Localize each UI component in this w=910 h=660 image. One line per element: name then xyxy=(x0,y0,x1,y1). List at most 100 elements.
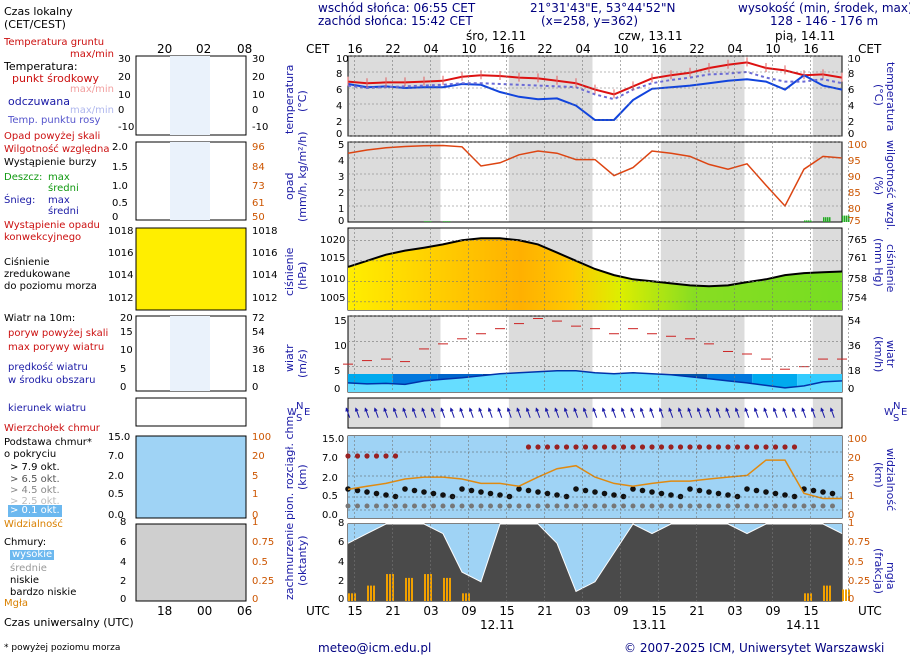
tick-press-right: 754 xyxy=(848,293,868,304)
legend-ground-temp-maxmin: max/min xyxy=(70,49,115,60)
footer-email[interactable]: meteo@icm.edu.pl xyxy=(318,641,432,655)
wind-arrow xyxy=(440,407,446,418)
top-hour-label: 04 xyxy=(727,42,743,56)
legend-okt-2: > 6.5 okt. xyxy=(10,474,60,485)
cloud-base-dot xyxy=(810,487,817,494)
precip-bar xyxy=(426,221,428,222)
wind-arrow xyxy=(354,407,360,418)
wind-arrow xyxy=(744,407,750,418)
wind-arrow xyxy=(734,407,740,418)
wind-arrow-head xyxy=(440,407,445,412)
cloud-base-dot xyxy=(468,487,475,494)
compass-n-left: N xyxy=(296,401,304,412)
tick-cov-right: 0 xyxy=(848,594,855,605)
wind-arrow-head xyxy=(801,407,806,412)
fog-bar xyxy=(367,585,369,601)
wind-arrow xyxy=(801,407,807,418)
axis-cb-left: pion. rozciągł. chm. xyxy=(283,412,296,520)
fog-bar xyxy=(804,593,806,601)
tick-press-right: 758 xyxy=(848,274,868,285)
wind-arrow xyxy=(516,407,522,418)
legend-pressure-1: Ciśnienie xyxy=(4,257,50,268)
wind-arrow-head xyxy=(487,407,492,412)
wind-arrow xyxy=(611,407,617,418)
legend-temperature: Temperatura: xyxy=(4,60,78,73)
tick-temp-left: 4 xyxy=(336,101,343,112)
wind-arrow-head xyxy=(677,407,682,412)
legend-hour-bottom-1: 18 xyxy=(157,604,173,618)
wind-arrow xyxy=(554,407,560,418)
legend-wind-10m: Wiatr na 10m: xyxy=(4,313,76,324)
legend-humidity: Wilgotność względna xyxy=(4,144,110,155)
legend-temp-maxmin: max/min xyxy=(70,84,115,95)
wind-arrow-head xyxy=(592,407,597,412)
tick-leg-cov-right: 1 xyxy=(252,517,259,528)
tick-leg-temp-right: 30 xyxy=(252,54,265,65)
tick-cb-left: 15.0 xyxy=(322,434,345,445)
pressure-line xyxy=(347,237,843,288)
cloud-base-dot xyxy=(582,487,589,494)
fog-bar xyxy=(351,593,353,601)
precip-bar xyxy=(804,220,806,222)
cloud-base-dot xyxy=(725,503,731,509)
precip-bar xyxy=(806,220,808,222)
cloud-top-dot xyxy=(677,444,684,450)
wind-arrow-head xyxy=(478,407,483,412)
tick-leg-wind-left: 15 xyxy=(120,327,133,338)
cloud-base-dot xyxy=(544,490,551,497)
tick-leg-press-left: 1016 xyxy=(108,248,134,259)
night-band xyxy=(812,142,842,222)
tick-cov-left: 8 xyxy=(338,518,345,529)
tick-cov-right: 0.75 xyxy=(848,537,871,548)
cloud-base-dot xyxy=(706,503,712,509)
cloud-base-dot xyxy=(545,503,550,509)
tick-leg-press-left: 1014 xyxy=(108,270,134,281)
tick-precip-left: 1 xyxy=(338,204,345,215)
tick-leg-cb-left: 0.5 xyxy=(108,489,124,500)
wind-arrow-head xyxy=(421,407,426,412)
cloud-cover-area xyxy=(348,524,842,601)
cloud-base-dot xyxy=(602,503,607,509)
wind-arrow-head xyxy=(810,407,815,412)
wind-arrow-head xyxy=(582,407,587,412)
cloud-base-dot xyxy=(393,503,398,509)
tick-leg-cb-right: 0 xyxy=(252,510,259,521)
tick-temp-right: 10 xyxy=(848,54,861,65)
cloud-top-dot xyxy=(601,444,608,450)
fog-bar xyxy=(348,593,350,601)
bottom-hour-label: 09 xyxy=(461,604,477,618)
legend-clouds-very-low: bardzo niskie xyxy=(10,587,77,598)
tick-leg-wind-left: 0 xyxy=(120,382,127,393)
tick-leg-press-left: 1012 xyxy=(108,293,134,304)
legend-max-gusts: max porywy wiatru xyxy=(8,342,105,353)
tick-temp-right: 0 xyxy=(848,129,855,140)
cloud-base-dot xyxy=(478,489,484,495)
fog-bar xyxy=(807,593,809,601)
legend-dew-point: Temp. punktu rosy xyxy=(8,115,101,126)
cloud-base-dot xyxy=(563,493,570,500)
cloud-top-dot xyxy=(649,444,655,450)
cloud-base-dot xyxy=(620,493,627,500)
wind-arrow xyxy=(829,407,835,418)
cloud-base-dot xyxy=(526,503,531,509)
precip-bar xyxy=(445,221,447,222)
wind-arrow-head xyxy=(373,407,378,412)
axis-wind-right-unit: (km/h) xyxy=(872,336,885,373)
cloud-base-dot xyxy=(611,503,617,509)
wind-arrow-head xyxy=(820,407,825,412)
cloud-base-dot xyxy=(487,490,494,497)
legend-precip-occur-2: konwekcyjnego xyxy=(4,232,82,243)
wind-arrow-head xyxy=(601,407,606,412)
tick-precip-right: 80 xyxy=(848,204,861,215)
legend-local-time-zone: (CET/CEST) xyxy=(4,18,66,31)
tick-press-left: 1020 xyxy=(320,235,346,246)
cloud-base-dot xyxy=(497,492,503,498)
wind-arrow xyxy=(772,407,778,418)
cloud-base-dot xyxy=(402,486,408,492)
cloud-base-dot xyxy=(668,503,674,509)
tick-leg-prec-right: 96 xyxy=(252,142,265,153)
tick-leg-wind-right: 18 xyxy=(252,364,265,375)
fog-bar xyxy=(392,574,394,601)
legend-cloud-top: Wierzchołek chmur xyxy=(4,423,100,434)
